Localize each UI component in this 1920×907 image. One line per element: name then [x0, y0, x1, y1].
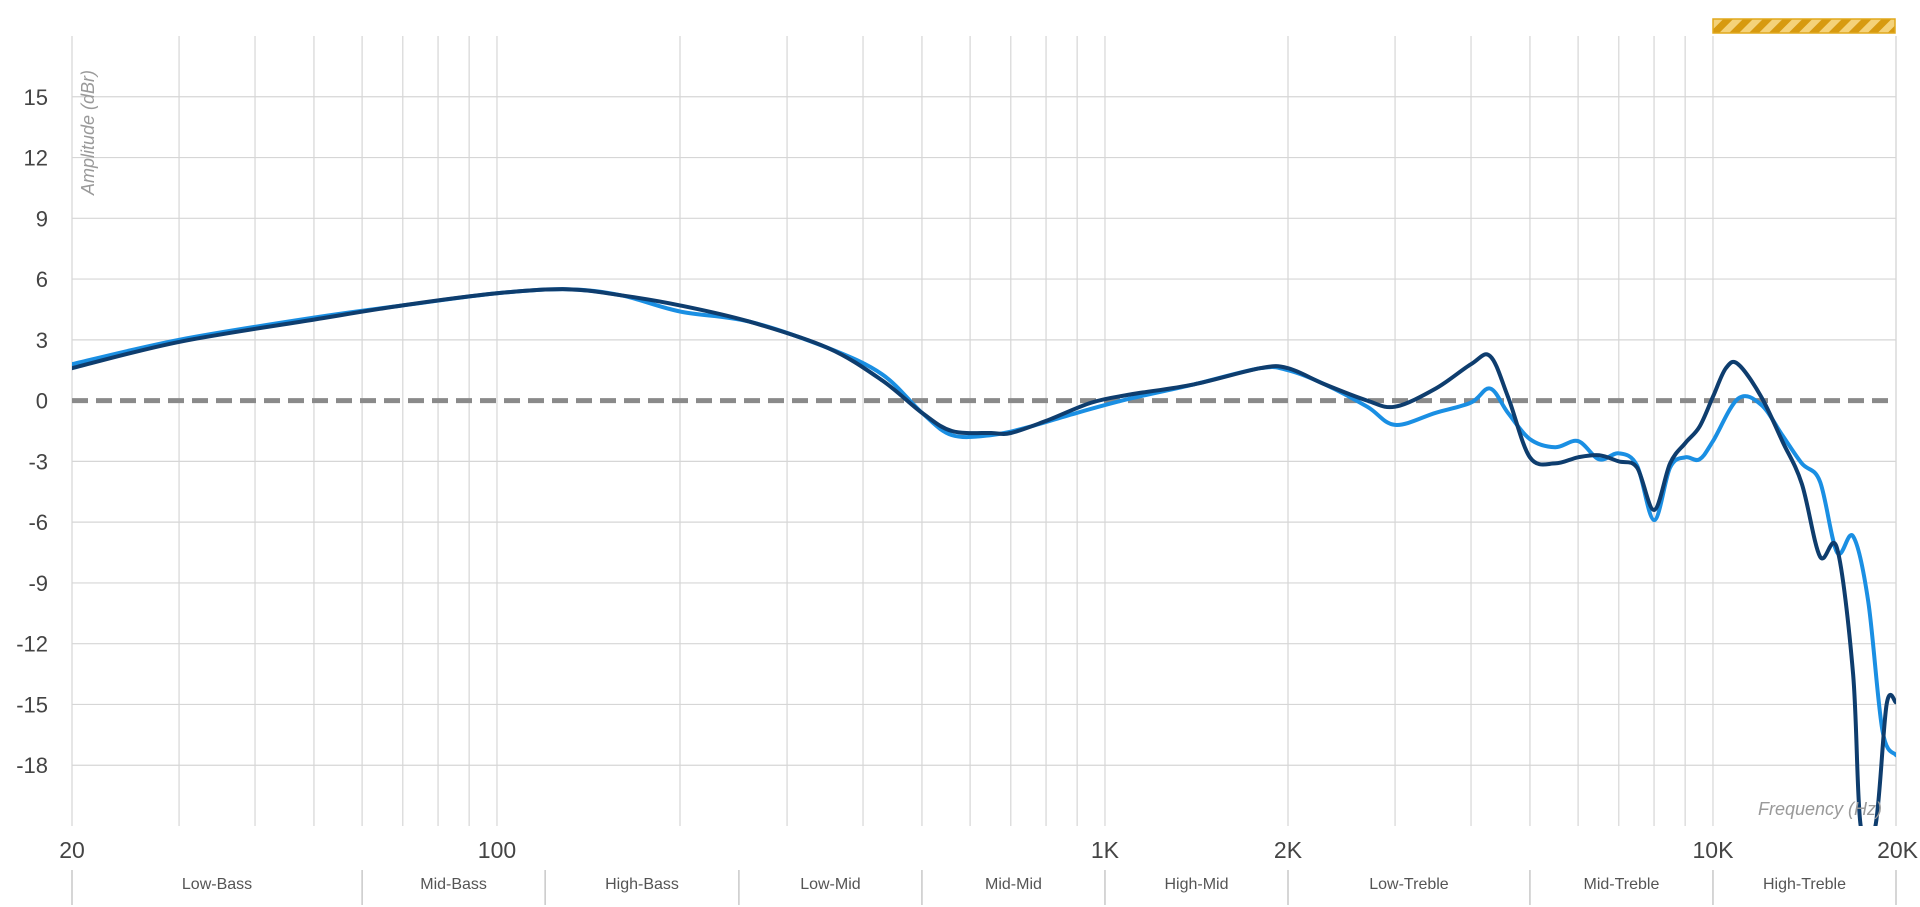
horizontal-grid: [72, 96, 1896, 766]
x-tick-label: 20: [59, 837, 85, 863]
x-axis-title: Frequency (Hz): [1758, 799, 1882, 819]
y-tick-label: 6: [36, 267, 48, 292]
y-tick-label: -3: [28, 449, 48, 474]
y-tick-label: -15: [16, 692, 48, 717]
y-tick-label: -12: [16, 632, 48, 657]
series-line-2: [72, 287, 1896, 826]
band-label: Low-Treble: [1369, 876, 1449, 893]
y-axis-title: Amplitude (dBr): [78, 70, 98, 196]
y-tick-label: 15: [24, 85, 48, 110]
vertical-grid: [71, 36, 1897, 826]
band-label: Mid-Treble: [1584, 876, 1660, 893]
band-label: High-Bass: [605, 876, 679, 893]
series-layer: [72, 287, 1896, 826]
band-label: Mid-Mid: [985, 876, 1042, 893]
band-label: Mid-Bass: [420, 876, 487, 893]
band-label: High-Mid: [1164, 876, 1228, 893]
x-tick-labels: 20 100 1K 2K 10K 20K: [59, 837, 1918, 863]
x-tick-label: 2K: [1274, 837, 1303, 863]
x-tick-label: 1K: [1091, 837, 1120, 863]
y-tick-labels: 15 12 9 6 3 0 -3 -6 -9 -12 -15 -18: [16, 85, 48, 778]
y-tick-label: -6: [28, 510, 48, 535]
y-tick-label: 12: [24, 146, 48, 171]
y-tick-label: -9: [28, 571, 48, 596]
band-label: High-Treble: [1763, 876, 1846, 893]
x-tick-label: 100: [478, 837, 516, 863]
y-tick-label: 9: [36, 206, 48, 231]
y-tick-label: 0: [36, 389, 48, 414]
y-tick-label: 3: [36, 328, 48, 353]
band-label: Low-Bass: [182, 876, 252, 893]
status-indicator-bar: [1712, 18, 1896, 34]
band-label: Low-Mid: [800, 876, 860, 893]
y-tick-label: -18: [16, 753, 48, 778]
x-tick-label: 20K: [1877, 837, 1919, 863]
frequency-bands: Low-Bass Mid-Bass High-Bass Low-Mid Mid-Mid H…: [71, 870, 1897, 905]
x-tick-label: 10K: [1693, 837, 1735, 863]
